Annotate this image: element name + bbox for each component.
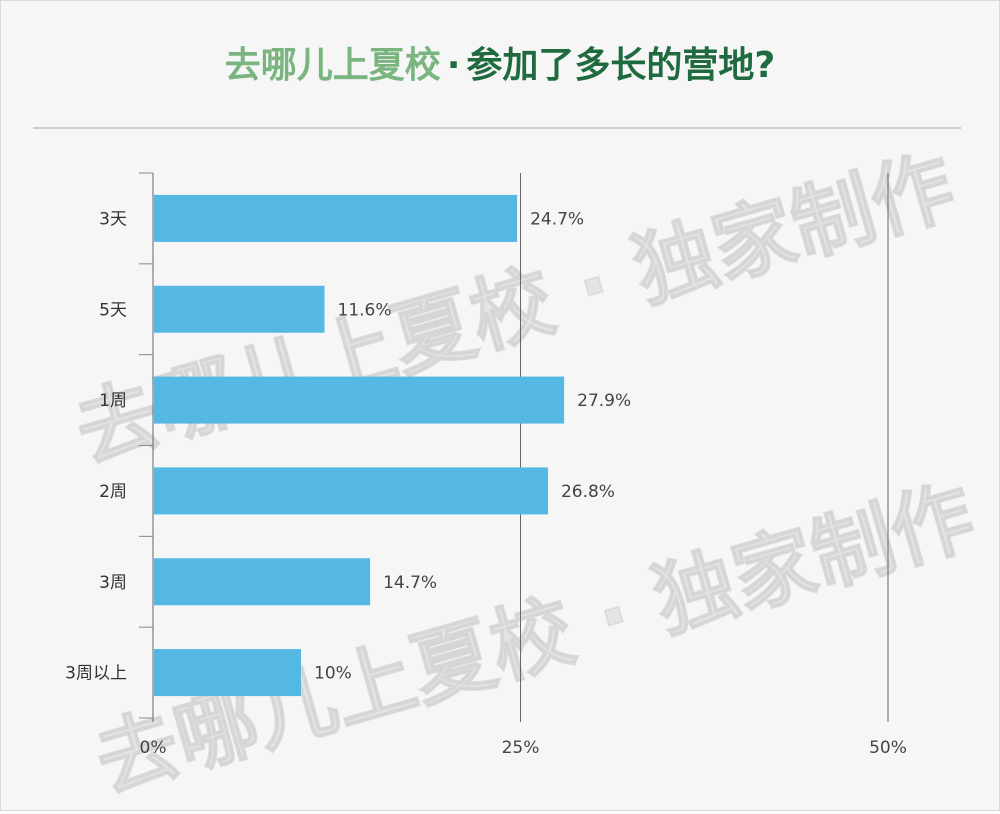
- bar: [154, 467, 548, 515]
- chart-title: 去哪儿上夏校 · 参加了多长的营地?: [0, 38, 1000, 94]
- x-tick-label: 0%: [140, 738, 167, 758]
- bar: [154, 376, 565, 424]
- data-label: 11.6%: [338, 300, 392, 320]
- bar: [154, 285, 325, 333]
- title-question: 参加了多长的营地?: [466, 45, 776, 86]
- category-label: 3周: [99, 573, 127, 593]
- title-separator: ·: [446, 45, 461, 86]
- data-label: 10%: [314, 664, 352, 684]
- category-label: 3周以上: [65, 664, 127, 684]
- bar: [154, 649, 301, 697]
- data-label: 14.7%: [383, 573, 437, 593]
- x-tick-label: 50%: [869, 738, 907, 758]
- data-label: 26.8%: [561, 482, 615, 502]
- data-label: 27.9%: [577, 391, 631, 411]
- category-label: 3天: [99, 209, 127, 229]
- title-brand: 去哪儿上夏校: [224, 45, 441, 86]
- category-label: 1周: [99, 391, 127, 411]
- category-label: 5天: [99, 300, 127, 320]
- bar: [154, 558, 371, 606]
- title-divider: [33, 127, 961, 129]
- bar: [154, 194, 518, 242]
- x-tick-label: 25%: [502, 738, 540, 758]
- category-label: 2周: [99, 482, 127, 502]
- data-label: 24.7%: [530, 209, 584, 229]
